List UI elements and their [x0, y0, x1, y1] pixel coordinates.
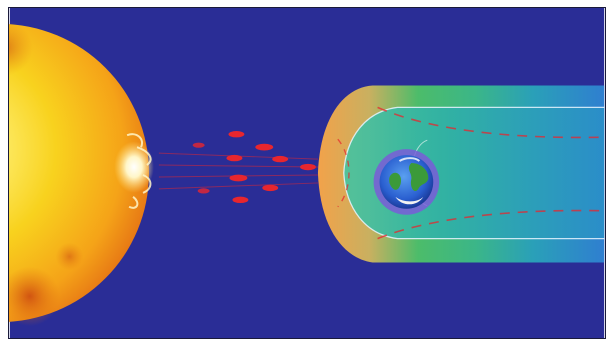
solar-wind	[158, 131, 318, 204]
sun-icon	[9, 20, 154, 327]
magnetopause-boundary	[343, 106, 605, 240]
illustration-canvas	[9, 8, 605, 338]
sun-earth-magnetosphere-illustration	[8, 7, 606, 339]
magnetosphere	[317, 85, 605, 263]
earth-icon	[373, 149, 440, 215]
sun-disk	[9, 24, 149, 322]
solar-flare	[114, 141, 154, 193]
